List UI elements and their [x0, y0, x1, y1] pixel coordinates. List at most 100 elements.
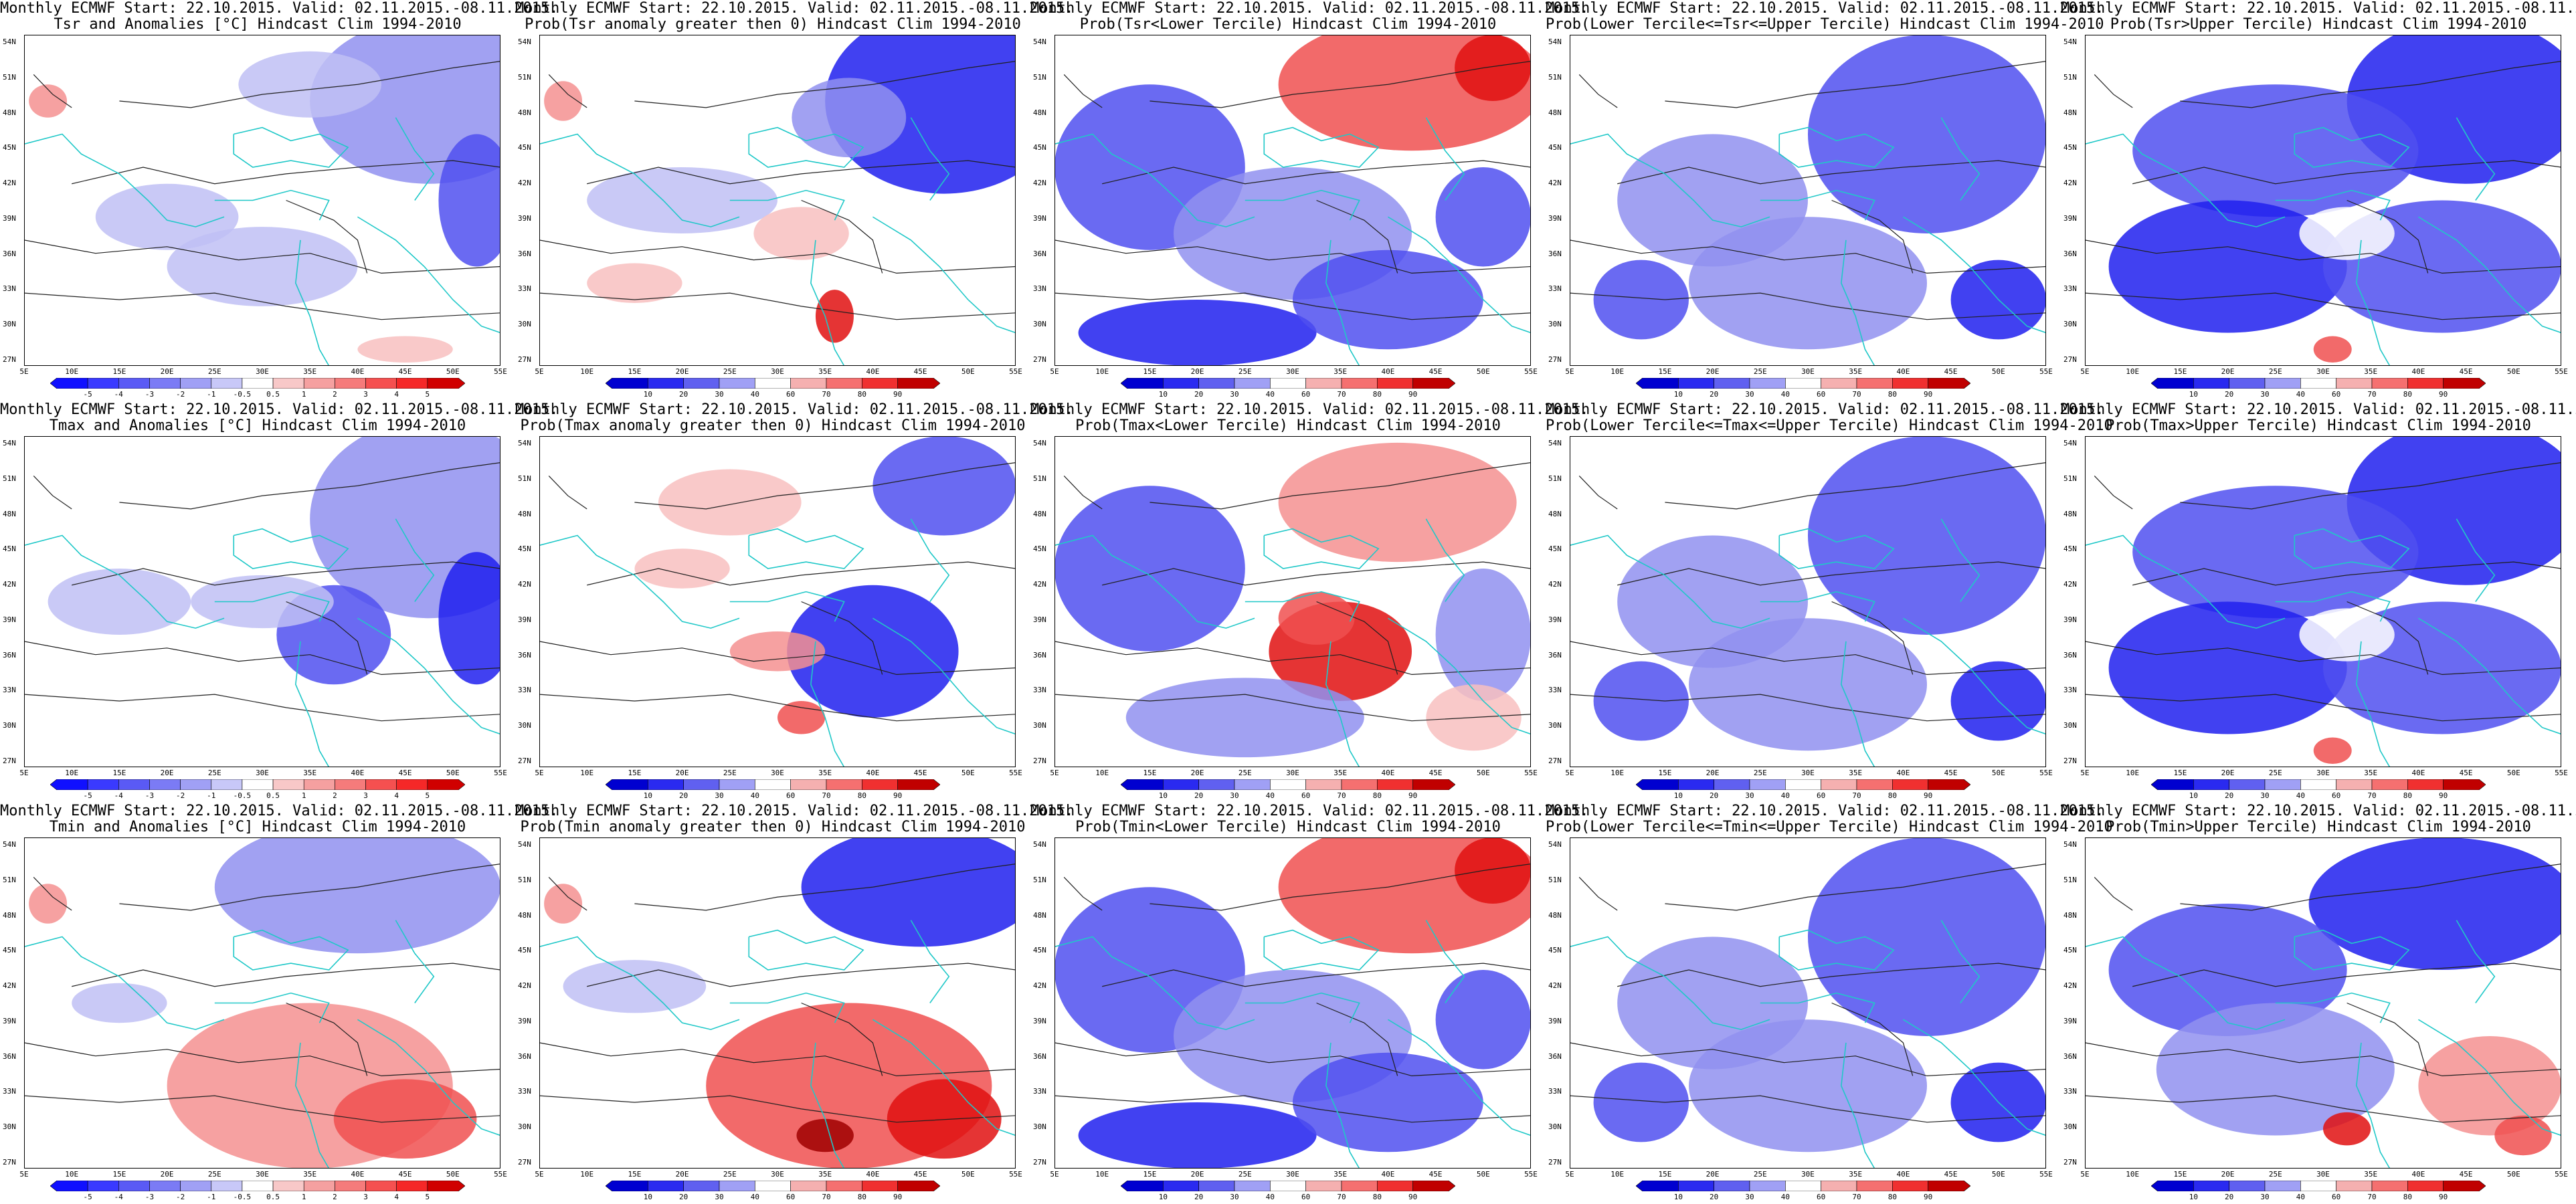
colorbar-segment [790, 779, 827, 790]
colorbar-segment [1785, 779, 1821, 790]
isotherm-contour [548, 475, 587, 510]
isotherm-contour [2132, 160, 2561, 185]
map-panel: Monthly ECMWF Start: 22.10.2015. Valid: … [1546, 0, 2104, 401]
colorbar-segment [1121, 378, 1164, 389]
latitude-tick: 36N [1033, 249, 1046, 258]
colorbar-segment [1163, 779, 1199, 790]
colorbar-segment [2229, 779, 2266, 790]
shading-region [1593, 661, 1689, 741]
coastline-border [1841, 1042, 1875, 1169]
colorbar-label: 60 [2332, 390, 2341, 399]
isotherm-contour [1831, 199, 1914, 274]
colorbar-label: -1 [207, 1193, 216, 1201]
latitude-tick: 54N [1033, 439, 1046, 447]
colorbar-label: 40 [1780, 1193, 1790, 1201]
forecast-map-canvas [1570, 837, 2046, 1169]
latitude-tick: 36N [1548, 249, 1562, 258]
forecast-map [1570, 35, 2046, 366]
coastline-border [2417, 617, 2561, 735]
map-panel: Monthly ECMWF Start: 22.10.2015. Valid: … [1546, 401, 2113, 803]
colorbar-segment [1678, 378, 1714, 389]
isotherm-contour [2347, 601, 2429, 675]
forecast-map [2085, 35, 2561, 366]
longitude-tick: 55E [1009, 1170, 1022, 1179]
latitude-tick: 39N [1033, 1016, 1046, 1025]
colorbar-segment [1341, 779, 1378, 790]
longitude-tick: 15E [112, 769, 126, 777]
colorbar-segment [149, 779, 181, 790]
colorbar-label: 2 [333, 791, 337, 800]
colorbar-segment [1636, 779, 1679, 790]
shading-region [563, 960, 707, 1013]
latitude-tick: 54N [518, 840, 531, 849]
shading-region [438, 552, 500, 685]
colorbar-segment [755, 1181, 791, 1191]
isotherm-contour [2132, 561, 2561, 586]
colorbar-segment [242, 378, 274, 389]
longitude-tick: 25E [1753, 1170, 1767, 1179]
coastline-border [24, 534, 225, 629]
coastline-border [539, 534, 740, 629]
coastline-border [1940, 920, 1981, 1003]
longitude-tick: 10E [1095, 769, 1109, 777]
latitude-tick: 33N [3, 1087, 16, 1096]
shading-region [333, 1079, 477, 1159]
colorbar-segment [648, 779, 684, 790]
latitude-tick: 27N [1548, 355, 1562, 364]
isotherm-contour [2085, 239, 2561, 274]
isotherm-contour [1578, 876, 1618, 911]
colorbar-label: 70 [2367, 1193, 2377, 1201]
colorbar-segment [1198, 779, 1235, 790]
colorbar-segment [2443, 378, 2486, 389]
shading-region [1435, 569, 1531, 701]
colorbar-label: 80 [1372, 1193, 1382, 1201]
isotherm-contour [24, 694, 500, 722]
colorbar-segment [606, 779, 648, 790]
colorbar-label: 40 [1265, 1193, 1275, 1201]
longitude-tick: 55E [1009, 769, 1022, 777]
isotherm-contour [1665, 462, 2046, 510]
colorbar [606, 1181, 940, 1191]
coastline-border [2417, 216, 2561, 334]
coastline-border [24, 936, 225, 1030]
isotherm-contour [1316, 601, 1398, 675]
longitude-tick: 15E [1143, 367, 1157, 376]
longitude-tick: 10E [580, 769, 594, 777]
latitude-tick: 45N [2063, 544, 2077, 554]
panel-title-line1: Monthly ECMWF Start: 22.10.2015. Valid: … [515, 401, 1074, 418]
colorbar-label: 30 [1230, 390, 1239, 399]
forecast-map [1570, 436, 2046, 767]
colorbar-label: 30 [2260, 390, 2270, 399]
coastline-border [1263, 528, 1380, 569]
coastline-border [748, 126, 864, 168]
isotherm-contour [539, 1042, 1016, 1077]
colorbar-segment [1714, 779, 1750, 790]
panel-title-line1: Monthly ECMWF Start: 22.10.2015. Valid: … [515, 0, 1074, 17]
colorbar-segment [2151, 1181, 2194, 1191]
forecast-map-canvas [2085, 35, 2561, 366]
forecast-map [2085, 837, 2561, 1169]
colorbar [1636, 378, 1970, 389]
colorbar [1121, 779, 1455, 790]
isotherm-contour [1570, 239, 2046, 274]
shading-region [887, 1079, 1002, 1159]
latitude-tick: 39N [1033, 213, 1046, 223]
longitude-tick: 45E [2459, 769, 2473, 777]
latitude-tick: 54N [1548, 439, 1562, 447]
latitude-tick: 45N [1548, 143, 1562, 153]
longitude-tick: 45E [1944, 367, 1958, 376]
coastline-border [810, 641, 845, 767]
panel-title-line2: Prob(Lower Tercile<=Tmax<=Upper Tercile)… [1546, 417, 2113, 434]
latitude-tick: 27N [3, 355, 16, 364]
longitude-tick: 5E [535, 367, 544, 376]
latitude-tick: 48N [518, 910, 531, 920]
coastline-border [2356, 1042, 2391, 1169]
latitude-tick: 39N [518, 615, 531, 624]
isotherm-contour [1149, 462, 1531, 510]
isotherm-contour [286, 1002, 368, 1076]
isotherm-contour [801, 1002, 883, 1076]
panel-title-line1: Monthly ECMWF Start: 22.10.2015. Valid: … [0, 401, 559, 418]
colorbar-label: 60 [1817, 390, 1826, 399]
longitude-tick: 30E [1801, 367, 1815, 376]
panel-title-line1: Monthly ECMWF Start: 22.10.2015. Valid: … [0, 0, 559, 17]
